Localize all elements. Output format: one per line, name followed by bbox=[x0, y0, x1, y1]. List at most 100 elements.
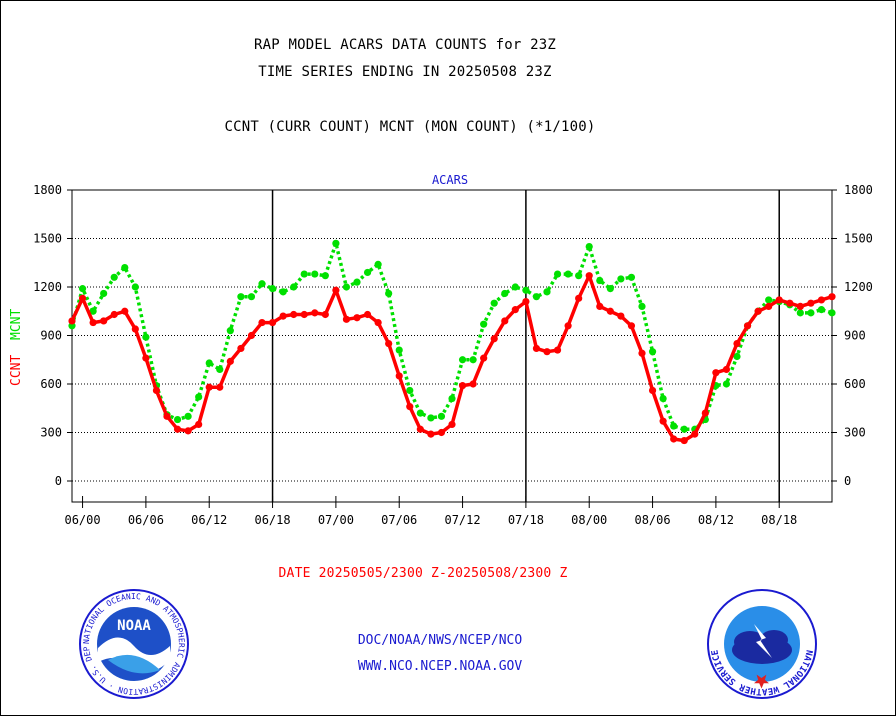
data-point-mcnt bbox=[670, 422, 678, 430]
data-point-ccnt bbox=[532, 344, 541, 353]
y-tick-label-right: 900 bbox=[844, 329, 866, 343]
ylabel-ccnt: CCNT bbox=[9, 355, 24, 386]
noaa-word: NOAA bbox=[117, 618, 151, 634]
data-point-mcnt bbox=[532, 293, 541, 301]
x-tick-label: 08/12 bbox=[698, 513, 734, 527]
data-point-mcnt bbox=[311, 270, 319, 278]
chart-svg: ACARS 0 0 300 300 600 600 900 900 1200 1200 1500 15… bbox=[9, 173, 873, 527]
data-point-ccnt bbox=[627, 322, 636, 330]
data-point-mcnt bbox=[437, 412, 446, 420]
data-point-ccnt bbox=[311, 309, 319, 317]
website-link[interactable]: WWW.NCO.NCEP.NOAA.GOV bbox=[357, 659, 523, 674]
data-point-ccnt bbox=[722, 365, 731, 374]
data-point-mcnt bbox=[553, 270, 562, 278]
data-point-ccnt bbox=[448, 420, 456, 429]
data-point-mcnt bbox=[765, 296, 773, 304]
data-point-mcnt bbox=[490, 299, 498, 307]
data-point-mcnt bbox=[648, 348, 657, 356]
x-tick-label: 06/06 bbox=[128, 513, 164, 527]
chart-title-line1: RAP MODEL ACARS DATA COUNTS for 23Z bbox=[253, 37, 556, 53]
x-tick-label: 08/18 bbox=[761, 513, 797, 527]
data-point-mcnt bbox=[121, 264, 129, 272]
data-point-mcnt bbox=[142, 333, 150, 341]
data-point-mcnt bbox=[363, 268, 372, 277]
data-point-ccnt bbox=[290, 310, 298, 319]
data-point-mcnt bbox=[237, 293, 245, 301]
data-point-ccnt bbox=[469, 380, 477, 388]
grid-layer bbox=[72, 190, 832, 502]
data-point-ccnt bbox=[585, 272, 593, 280]
data-point-mcnt bbox=[585, 242, 593, 251]
y-tick-label-right: 1800 bbox=[844, 183, 873, 197]
data-point-ccnt bbox=[416, 425, 424, 433]
data-point-mcnt bbox=[268, 285, 277, 293]
data-point-mcnt bbox=[173, 415, 182, 424]
data-point-ccnt bbox=[659, 417, 667, 425]
x-tick-label: 06/18 bbox=[254, 513, 290, 527]
data-point-mcnt bbox=[258, 280, 266, 288]
data-point-ccnt bbox=[131, 325, 139, 333]
data-point-mcnt bbox=[501, 289, 509, 298]
y-tick-label-right: 1200 bbox=[844, 280, 873, 294]
data-point-mcnt bbox=[184, 412, 192, 420]
data-point-ccnt bbox=[807, 299, 815, 307]
data-point-ccnt bbox=[490, 335, 498, 343]
data-point-ccnt bbox=[385, 339, 393, 348]
data-point-ccnt bbox=[765, 302, 773, 310]
data-point-mcnt bbox=[627, 273, 636, 281]
data-point-mcnt bbox=[321, 272, 329, 280]
data-point-mcnt bbox=[796, 309, 804, 317]
x-tick-label: 07/18 bbox=[508, 513, 544, 527]
data-point-mcnt bbox=[195, 393, 203, 401]
data-point-ccnt bbox=[648, 386, 657, 395]
data-point-mcnt bbox=[511, 283, 519, 291]
data-point-ccnt bbox=[691, 430, 699, 438]
data-point-ccnt bbox=[828, 293, 836, 301]
y-tick-label-right: 0 bbox=[844, 474, 851, 488]
data-point-mcnt bbox=[522, 286, 530, 294]
axes-layer: 0 0 300 300 600 600 900 900 1200 1200 1500 1500 1800… bbox=[33, 183, 873, 527]
data-point-mcnt bbox=[279, 288, 287, 296]
data-point-mcnt bbox=[374, 260, 382, 268]
data-point-ccnt bbox=[617, 312, 625, 320]
y-tick-label-right: 300 bbox=[844, 426, 866, 440]
data-point-ccnt bbox=[342, 315, 351, 323]
panel-title: ACARS bbox=[432, 173, 468, 187]
data-point-mcnt bbox=[733, 352, 741, 361]
doc-link[interactable]: DOC/NOAA/NWS/NCEP/NCO bbox=[357, 633, 523, 648]
data-point-mcnt bbox=[596, 276, 604, 285]
data-point-ccnt bbox=[321, 310, 329, 319]
x-tick-label: 08/00 bbox=[571, 513, 607, 527]
data-point-ccnt bbox=[205, 383, 213, 391]
plot-frame bbox=[71, 189, 833, 503]
data-point-mcnt bbox=[247, 293, 256, 301]
data-point-mcnt bbox=[342, 283, 351, 291]
data-point-mcnt bbox=[131, 283, 139, 291]
y-tick-label-left: 1200 bbox=[33, 280, 62, 294]
data-point-ccnt bbox=[142, 354, 150, 362]
data-point-mcnt bbox=[617, 275, 625, 283]
data-point-ccnt bbox=[332, 286, 340, 294]
data-point-ccnt bbox=[733, 339, 741, 348]
data-point-mcnt bbox=[817, 306, 826, 314]
data-point-ccnt bbox=[754, 307, 762, 315]
data-point-ccnt bbox=[195, 420, 203, 429]
data-point-ccnt bbox=[78, 294, 87, 302]
series-layer bbox=[68, 239, 836, 445]
data-point-mcnt bbox=[290, 283, 298, 291]
nws-logo: NATIONAL WEATHER SERVICE bbox=[707, 589, 817, 699]
y-tick-label-left: 1800 bbox=[33, 183, 62, 197]
data-point-ccnt bbox=[268, 318, 277, 327]
data-point-ccnt bbox=[796, 302, 804, 310]
data-point-mcnt bbox=[469, 356, 477, 364]
data-point-mcnt bbox=[807, 309, 815, 317]
data-point-ccnt bbox=[363, 310, 372, 319]
data-point-mcnt bbox=[458, 356, 467, 364]
y-tick-label-left: 0 bbox=[55, 474, 62, 488]
x-tick-label: 07/06 bbox=[381, 513, 417, 527]
data-point-ccnt bbox=[575, 294, 583, 302]
data-point-mcnt bbox=[300, 270, 308, 278]
y-tick-label-right: 1500 bbox=[844, 232, 873, 246]
data-point-ccnt bbox=[279, 312, 287, 320]
data-point-mcnt bbox=[216, 365, 224, 374]
